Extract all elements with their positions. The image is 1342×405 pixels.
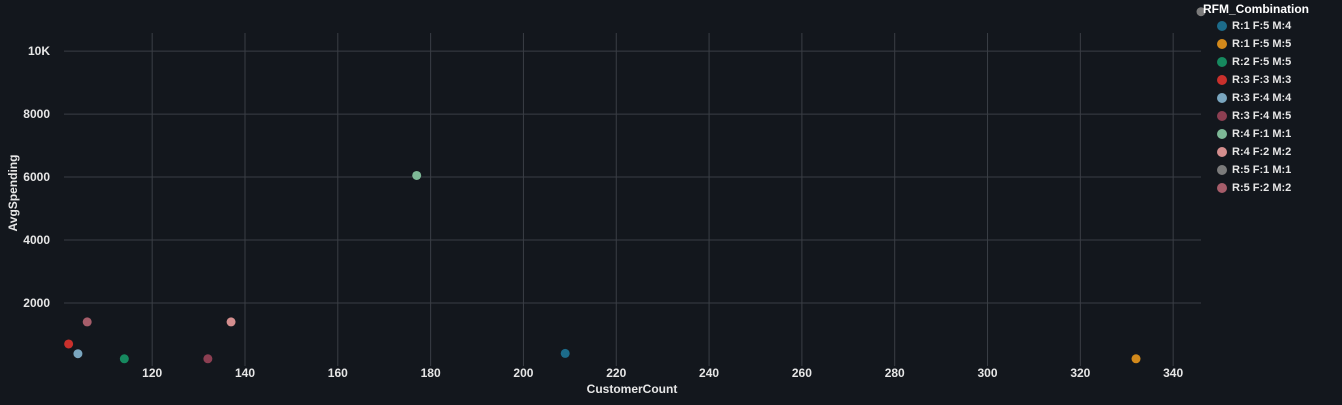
data-point[interactable] <box>226 317 236 327</box>
x-tick-label: 260 <box>792 366 812 380</box>
legend-label: R:2 F:5 M:5 <box>1232 56 1292 68</box>
x-tick-label: 340 <box>1163 366 1183 380</box>
legend-item[interactable]: R:1 F:5 M:5 <box>1203 35 1339 53</box>
legend-item[interactable]: R:3 F:4 M:5 <box>1203 107 1339 125</box>
legend-label: R:1 F:5 M:4 <box>1232 20 1292 32</box>
legend-label: R:5 F:2 M:2 <box>1232 182 1292 194</box>
legend-marker-icon <box>1217 57 1227 67</box>
x-tick-label: 200 <box>513 366 533 380</box>
legend-marker-icon <box>1217 21 1227 31</box>
legend-item[interactable]: R:4 F:2 M:2 <box>1203 143 1339 161</box>
legend-marker-icon <box>1217 147 1227 157</box>
data-point[interactable] <box>412 170 422 180</box>
legend-label: R:5 F:1 M:1 <box>1232 164 1292 176</box>
legend-label: R:4 F:2 M:2 <box>1232 146 1292 158</box>
legend-label: R:3 F:4 M:5 <box>1232 110 1292 122</box>
legend-item[interactable]: R:4 F:1 M:1 <box>1203 125 1339 143</box>
x-tick-label: 240 <box>699 366 719 380</box>
legend-title: RFM_Combination <box>1203 2 1309 16</box>
legend-marker-icon <box>1217 75 1227 85</box>
data-point[interactable] <box>119 354 129 364</box>
y-tick-label: 10K <box>28 44 50 58</box>
x-tick-label: 280 <box>885 366 905 380</box>
legend-label: R:1 F:5 M:5 <box>1232 38 1292 50</box>
legend: RFM_Combination R:1 F:5 M:4 R:1 F:5 M:5 R:… <box>1203 1 1339 197</box>
legend-item[interactable]: R:2 F:5 M:5 <box>1203 53 1339 71</box>
legend-item[interactable]: R:5 F:1 M:1 <box>1203 161 1339 179</box>
y-tick-label: 4000 <box>23 233 50 247</box>
x-axis-title: CustomerCount <box>587 382 678 396</box>
x-tick-label: 320 <box>1070 366 1090 380</box>
data-point[interactable] <box>64 339 74 349</box>
y-tick-label: 2000 <box>23 296 50 310</box>
legend-item[interactable]: R:5 F:2 M:2 <box>1203 179 1339 197</box>
legend-label: R:3 F:4 M:4 <box>1232 92 1292 104</box>
legend-label: R:3 F:3 M:3 <box>1232 74 1292 86</box>
data-point[interactable] <box>203 354 213 364</box>
x-tick-label: 300 <box>978 366 998 380</box>
x-tick-label: 220 <box>606 366 626 380</box>
x-tick-label: 140 <box>235 366 255 380</box>
data-point[interactable] <box>82 317 92 327</box>
x-tick-label: 180 <box>421 366 441 380</box>
legend-items: R:1 F:5 M:4 R:1 F:5 M:5 R:2 F:5 M:5 R:3 F:3… <box>1203 17 1339 197</box>
x-tick-label: 160 <box>328 366 348 380</box>
data-point[interactable] <box>73 349 83 359</box>
legend-marker-icon <box>1217 39 1227 49</box>
legend-marker-icon <box>1217 111 1227 121</box>
legend-item[interactable]: R:3 F:3 M:3 <box>1203 71 1339 89</box>
y-tick-label: 6000 <box>23 170 50 184</box>
data-point[interactable] <box>560 348 570 358</box>
x-tick-label: 120 <box>142 366 162 380</box>
legend-item[interactable]: R:3 F:4 M:4 <box>1203 89 1339 107</box>
legend-marker-icon <box>1217 129 1227 139</box>
legend-marker-icon <box>1217 93 1227 103</box>
y-tick-label: 8000 <box>23 107 50 121</box>
data-point[interactable] <box>1196 7 1206 17</box>
legend-marker-icon <box>1217 183 1227 193</box>
legend-label: R:4 F:1 M:1 <box>1232 128 1292 140</box>
y-axis-title: AvgSpending <box>6 155 20 232</box>
data-point[interactable] <box>1131 354 1141 364</box>
legend-marker-icon <box>1217 165 1227 175</box>
legend-item[interactable]: R:1 F:5 M:4 <box>1203 17 1339 35</box>
